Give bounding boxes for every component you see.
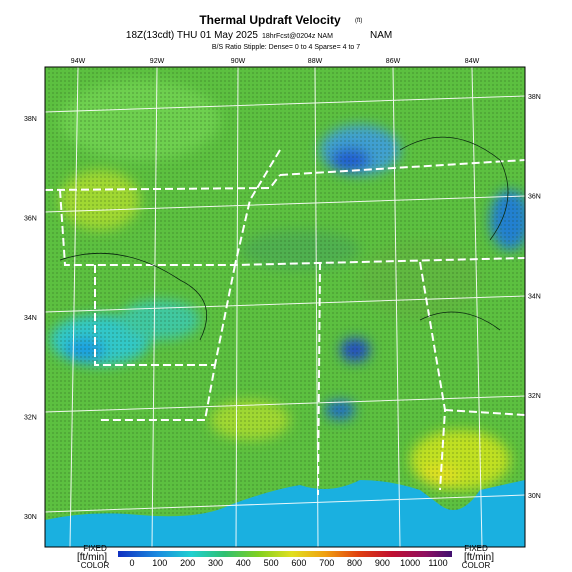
lon-label: 84W — [465, 58, 480, 65]
lat-label-right: 34N — [528, 293, 541, 300]
cb-right-bottom: COLOR — [462, 561, 491, 570]
colorbar-tick: 700 — [319, 558, 334, 568]
colorbar-tick: 200 — [180, 558, 195, 568]
lon-label: 86W — [386, 58, 401, 65]
lat-label-left: 32N — [24, 415, 37, 422]
cb-right-top: FIXED — [464, 544, 488, 553]
colorbar-tick: 0 — [129, 558, 134, 568]
cb-left-bottom: COLOR — [81, 561, 110, 570]
colorbar-tick: 800 — [347, 558, 362, 568]
lon-label: 88W — [308, 58, 323, 65]
stipple-note: B/S Ratio Stipple: Dense= 0 to 4 Sparse=… — [212, 44, 360, 51]
model: NAM — [370, 30, 392, 41]
colorbar — [118, 551, 452, 557]
lon-label: 92W — [150, 58, 165, 65]
colorbar-tick: 1000 — [400, 558, 420, 568]
cb-left-top: FIXED — [83, 544, 107, 553]
colorbar-tick: 1100 — [428, 558, 447, 568]
map-frame — [44, 66, 526, 548]
lat-label-left: 34N — [24, 315, 37, 322]
lat-label-left: 36N — [24, 216, 37, 223]
colorbar-tick: 400 — [236, 558, 251, 568]
lat-label-right: 36N — [528, 194, 541, 201]
map — [45, 67, 525, 547]
lat-label-right: 30N — [528, 493, 541, 500]
colorbar-tick: 500 — [264, 558, 279, 568]
lat-label-right: 38N — [528, 94, 541, 101]
title: Thermal Updraft Velocity — [199, 13, 341, 27]
lat-label-left: 30N — [24, 514, 37, 521]
cb-right-unit: [ft/min] — [464, 552, 494, 563]
cb-left-unit: [ft/min] — [77, 552, 107, 563]
title-unit: (ft) — [355, 18, 362, 24]
lat-label-right: 32N — [528, 393, 541, 400]
colorbar-tick: 900 — [375, 558, 390, 568]
lon-label: 94W — [71, 58, 86, 65]
colorbar-tick: 600 — [291, 558, 306, 568]
valid-time: 18Z(13cdt) THU 01 May 2025 — [126, 30, 259, 41]
colorbar-tick: 300 — [208, 558, 223, 568]
colorbar-tick: 100 — [152, 558, 167, 568]
forecast: 18hrFcst@0204z NAM — [262, 33, 333, 40]
lat-label-left: 38N — [24, 116, 37, 123]
lon-label: 90W — [231, 58, 246, 65]
